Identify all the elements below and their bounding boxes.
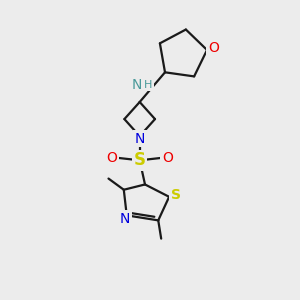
Text: O: O <box>106 151 118 165</box>
Text: S: S <box>171 188 181 202</box>
Text: N: N <box>134 131 145 146</box>
Text: N: N <box>120 212 130 226</box>
Text: N: N <box>132 78 142 92</box>
Text: O: O <box>208 41 219 56</box>
Text: O: O <box>162 151 173 165</box>
Text: H: H <box>144 80 153 90</box>
Text: S: S <box>134 151 146 169</box>
